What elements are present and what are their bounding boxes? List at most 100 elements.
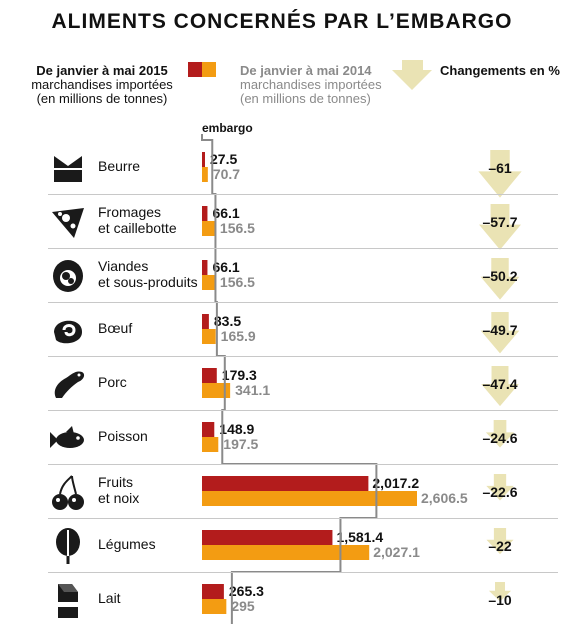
chart-title: ALIMENTS CONCERNÉS PAR L’EMBARGO	[51, 10, 513, 33]
legend-2014-title: De janvier à mai 2014	[240, 63, 372, 78]
category-label-line1: Viandes	[98, 258, 149, 274]
row-separator	[48, 464, 558, 465]
legend-swatch-2015	[188, 62, 202, 77]
bar-2014	[202, 491, 417, 506]
row-separator	[48, 410, 558, 411]
fish-icon	[48, 418, 88, 458]
row-separator	[48, 572, 558, 573]
category-label: Lait	[98, 590, 121, 606]
change-arrow-icon	[480, 312, 520, 354]
category-label-line1: Fromages	[98, 204, 162, 220]
beef-icon	[48, 310, 88, 350]
change-arrow-icon	[488, 582, 512, 602]
value-label-2014: 165.9	[221, 328, 256, 344]
row-separator	[48, 194, 558, 195]
value-label-2014: 2,027.1	[373, 544, 420, 560]
change-label: –49.7	[482, 322, 517, 338]
legend-2015-sub2: (en millions de tonnes)	[36, 91, 168, 106]
change-arrow-icon	[478, 150, 522, 198]
value-label-2014: 156.5	[220, 220, 255, 236]
value-label-2014: 341.1	[235, 382, 270, 398]
milk-icon	[48, 580, 88, 620]
category-label-line2: et sous-produits	[98, 274, 198, 290]
value-label-2015: 27.5	[210, 151, 237, 167]
category-label-line1: Beurre	[98, 158, 141, 174]
bar-2015	[202, 530, 333, 545]
change-arrow-icon	[486, 528, 514, 555]
vegetable-icon	[48, 526, 88, 566]
category-label: Viandes et sous-produits	[98, 258, 198, 290]
change-arrow-icon	[486, 474, 514, 501]
change-label: –57.7	[482, 214, 517, 230]
category-label-line1: Poisson	[98, 428, 148, 444]
bar-2014	[202, 599, 227, 614]
legend-2014-sub2: (en millions de tonnes)	[240, 91, 371, 106]
bar-2015	[202, 260, 208, 275]
legend-2014: De janvier à mai 2014 marchandises impor…	[240, 64, 405, 106]
legend-swatch-2014	[202, 62, 216, 77]
butter-icon	[48, 148, 88, 188]
value-label-2015: 179.3	[222, 367, 257, 383]
value-label-2014: 295	[231, 598, 255, 614]
pork-icon	[48, 364, 88, 404]
bar-2014	[202, 437, 219, 452]
change-arrow-icon	[479, 204, 521, 250]
bar-2014	[202, 167, 208, 182]
bar-2014	[202, 383, 231, 398]
row-separator	[48, 302, 558, 303]
category-label-line1: Lait	[98, 590, 121, 606]
cherries-icon	[48, 472, 88, 512]
category-label: Porc	[98, 374, 127, 390]
category-label: Beurre	[98, 158, 140, 174]
change-label: –47.4	[482, 376, 517, 392]
value-label-2014: 70.7	[213, 166, 240, 182]
change-arrow-icon	[480, 258, 520, 300]
value-label-2015: 66.1	[212, 259, 239, 275]
category-label: Poisson	[98, 428, 148, 444]
change-label: –22	[488, 538, 512, 554]
bar-2015	[202, 422, 215, 437]
legend-arrow-icon	[392, 60, 432, 90]
bar-2015	[202, 152, 205, 167]
bar-2015	[202, 206, 208, 221]
value-label-2015: 148.9	[219, 421, 254, 437]
embargo-label: embargo	[202, 121, 253, 135]
change-label: –10	[488, 592, 512, 608]
bar-2014	[202, 545, 370, 560]
value-label-2015: 83.5	[214, 313, 241, 329]
value-label-2015: 1,581.4	[336, 529, 383, 545]
legend-2014-sub1: marchandises importées	[240, 77, 382, 92]
category-label-line1: Légumes	[98, 536, 156, 552]
cheese-icon	[48, 202, 88, 242]
bar-2014	[202, 275, 215, 290]
bar-2015	[202, 314, 209, 329]
row-separator	[48, 518, 558, 519]
legend-2015-title: De janvier à mai 2015	[36, 63, 168, 78]
change-arrow-icon	[481, 366, 519, 407]
category-label: Bœuf	[98, 320, 132, 336]
value-label-2014: 2,606.5	[421, 490, 468, 506]
legend-change: Changements en %	[440, 63, 560, 78]
row-separator	[48, 248, 558, 249]
category-label-line2: et caillebotte	[98, 220, 177, 236]
category-label-line1: Porc	[98, 374, 127, 390]
change-label: –22.6	[482, 484, 517, 500]
bar-2015	[202, 476, 369, 491]
legend-2015: De janvier à mai 2015 marchandises impor…	[22, 64, 182, 106]
change-arrow-icon	[485, 420, 515, 448]
legend-2015-sub1: marchandises importées	[31, 77, 173, 92]
value-label-2014: 156.5	[220, 274, 255, 290]
category-label-line1: Bœuf	[98, 320, 133, 336]
value-label-2014: 197.5	[223, 436, 258, 452]
category-label: Fruits et noix	[98, 474, 139, 506]
bar-2015	[202, 584, 224, 599]
change-label: –24.6	[482, 430, 517, 446]
value-label-2015: 265.3	[229, 583, 264, 599]
category-label-line2: et noix	[98, 490, 140, 506]
meat-icon	[48, 256, 88, 296]
bar-2014	[202, 221, 215, 236]
change-label: –50.2	[482, 268, 517, 284]
change-label: –61	[488, 160, 512, 176]
bar-2015	[202, 368, 217, 383]
